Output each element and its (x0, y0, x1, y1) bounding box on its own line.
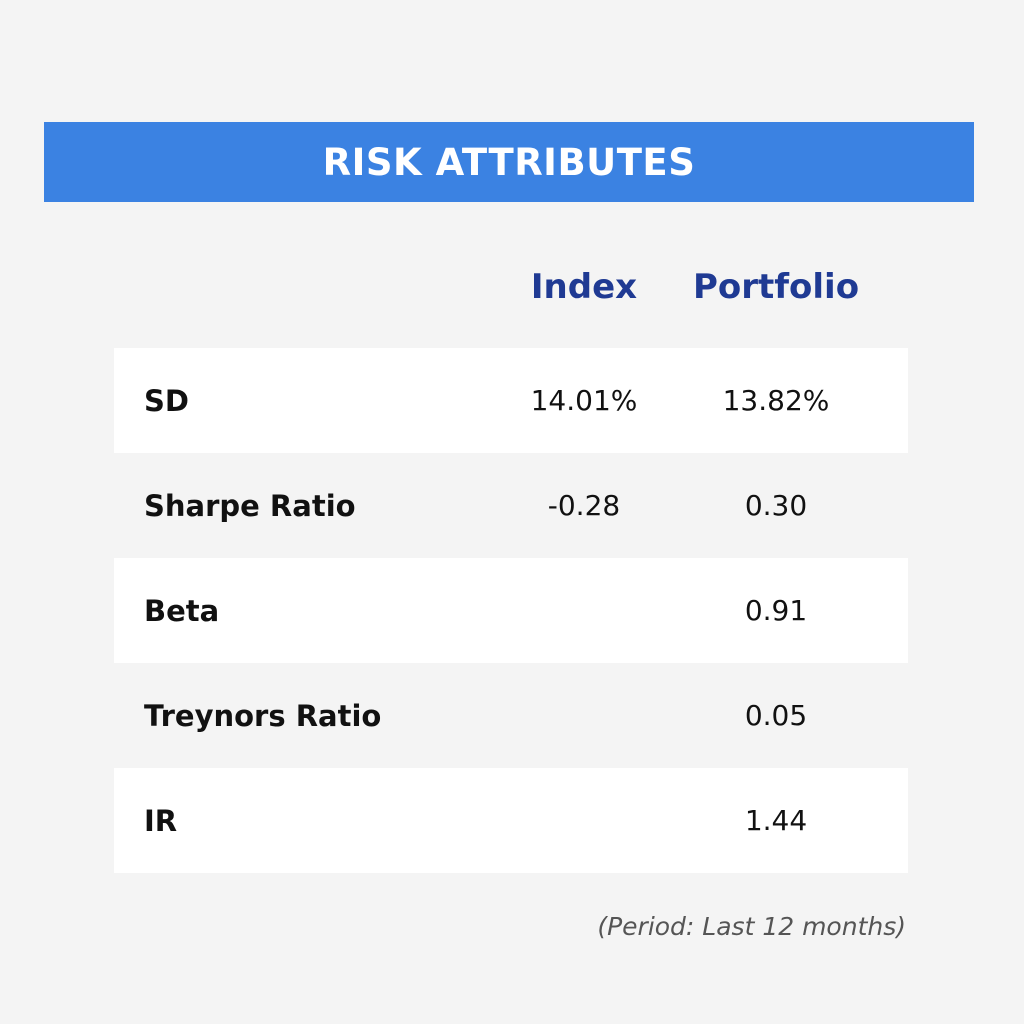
table-row-treynors-ratio: Treynors Ratio 0.05 (114, 663, 908, 768)
table-row-sd: SD 14.01% 13.82% (114, 348, 908, 453)
title-banner: RISK ATTRIBUTES (44, 122, 974, 202)
risk-table: SD 14.01% 13.82% Sharpe Ratio -0.28 0.30… (114, 348, 908, 873)
table-row-ir: IR 1.44 (114, 768, 908, 873)
index-value (504, 558, 664, 663)
portfolio-value: 0.30 (744, 489, 808, 522)
page-title: RISK ATTRIBUTES (322, 140, 696, 184)
portfolio-value: 1.44 (744, 804, 808, 837)
row-label: IR (144, 803, 178, 838)
index-value (504, 768, 664, 873)
column-header-index: Index (530, 267, 638, 307)
row-label: SD (144, 383, 189, 418)
table-row-sharpe-ratio: Sharpe Ratio -0.28 0.30 (114, 453, 908, 558)
portfolio-value: 0.05 (744, 699, 808, 732)
row-label: Treynors Ratio (144, 698, 382, 733)
table-row-beta: Beta 0.91 (114, 558, 908, 663)
index-value: -0.28 (547, 489, 621, 522)
index-value (504, 663, 664, 768)
portfolio-value: 0.91 (744, 594, 808, 627)
row-label: Beta (144, 593, 220, 628)
column-header-portfolio: Portfolio (692, 267, 860, 307)
period-footnote: (Period: Last 12 months) (597, 912, 906, 941)
portfolio-value: 13.82% (722, 384, 830, 417)
index-value: 14.01% (530, 384, 638, 417)
row-label: Sharpe Ratio (144, 488, 356, 523)
